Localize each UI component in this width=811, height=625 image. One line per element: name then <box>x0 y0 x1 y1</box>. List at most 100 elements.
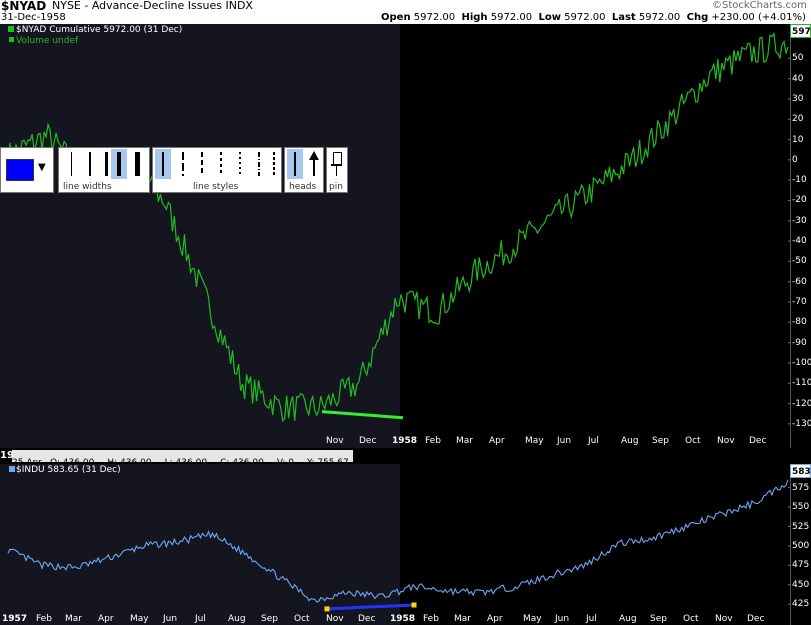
nyad-panel[interactable]: $NYAD Cumulative 5972.00 (31 Dec) Volume… <box>0 24 811 448</box>
panel-shade-2019 <box>0 24 400 448</box>
pin-label: pin <box>329 182 343 192</box>
line-style-dot[interactable] <box>239 152 241 176</box>
indu-legend: $INDU 583.65 (31 Dec) <box>16 465 121 475</box>
info-year-prefix: 19 <box>0 450 14 461</box>
trendline-handle[interactable] <box>324 606 330 612</box>
line-styles-label: line styles <box>193 182 239 192</box>
indu-panel[interactable]: $INDU 583.65 (31 Dec) 575 550 525 500 475 450… <box>0 464 811 625</box>
x-tick-label: Jul <box>586 614 597 624</box>
y-axis-top: 50 40 30 20 10 0 -10 -20 -30 -40 -50 -60 -70 -80 -90 -1… <box>790 24 811 448</box>
line-widths-label: line widths <box>63 182 112 192</box>
x-tick-label: Mar <box>65 614 82 624</box>
heads-label: heads <box>289 182 317 192</box>
nyad-chart-svg <box>7 31 790 425</box>
x-tick-label: Nov <box>717 436 735 446</box>
line-width-1[interactable] <box>71 152 72 176</box>
y-tick-label: 525 <box>792 521 810 532</box>
line-width-5[interactable] <box>135 152 140 176</box>
line-width-4[interactable] <box>117 152 121 176</box>
line-style-solid[interactable] <box>162 152 164 176</box>
y-tick-label: -100 <box>792 357 811 368</box>
symbol-description: NYSE - Advance-Decline Issues INDX <box>52 0 253 12</box>
heads-group[interactable]: heads <box>284 147 324 193</box>
x-tick-label: Apr <box>487 614 503 624</box>
low-label: Low <box>538 12 561 23</box>
crosshair-info-bar: 19 25 Apr O: 436.00 H: 436.00 L: 436.00 … <box>0 448 811 468</box>
y-tick-label: 550 <box>792 502 810 513</box>
y-tick-label: -90 <box>792 337 807 348</box>
y-tick-label: -60 <box>792 276 807 287</box>
indu-swatch <box>9 466 15 472</box>
pin-button[interactable]: pin <box>326 147 348 193</box>
trendline-handle[interactable] <box>411 602 417 608</box>
y-tick-label: 425 <box>792 599 810 610</box>
x-tick-label: Oct <box>294 614 310 624</box>
open-value: 5972.00 <box>413 12 456 23</box>
x-tick-label: Dec <box>358 614 376 624</box>
last-value-tag: 597 <box>790 24 811 38</box>
plot-border-bottom <box>0 464 791 625</box>
head-none[interactable] <box>294 152 296 176</box>
line-width-3[interactable] <box>105 152 108 176</box>
line-styles-group[interactable]: line styles <box>152 147 282 193</box>
x-tick-label: Aug <box>228 614 246 624</box>
nyad-line <box>7 31 789 423</box>
open-label: Open <box>381 12 411 23</box>
series-legend: $NYAD Cumulative 5972.00 (31 Dec) <box>16 25 183 35</box>
line-width-2[interactable] <box>89 152 91 176</box>
series-swatch <box>8 26 14 32</box>
x-tick-label: Jul <box>588 436 599 446</box>
y-tick-label: 10 <box>792 134 804 145</box>
x-axis-top: Nov Dec 1958 Feb Mar Apr May Jun Jul Aug Sep Oct Nov… <box>0 434 790 448</box>
arrow-up-icon[interactable] <box>313 158 315 176</box>
x-tick-label: Oct <box>685 436 701 446</box>
x-tick-label: Aug <box>621 436 639 446</box>
y-tick-label: 0 <box>792 154 798 165</box>
trendline-blue <box>326 603 415 611</box>
y-tick-label: 475 <box>792 560 810 571</box>
y-tick-label: 575 <box>792 482 810 493</box>
x-tick-label: Nov <box>326 614 344 624</box>
x-tick-label: Dec <box>747 614 765 624</box>
line-style-dash-short[interactable] <box>220 152 222 176</box>
line-style-dash-dot[interactable] <box>258 152 260 176</box>
x-tick-label: Dec <box>359 436 377 446</box>
info-high: H: 436.00 <box>107 458 152 468</box>
info-open: O: 436.00 <box>49 458 95 468</box>
indu-line <box>7 479 789 603</box>
y-tick-label: 40 <box>792 73 804 84</box>
color-picker[interactable]: ▼ <box>0 147 54 193</box>
y-tick-label: 50 <box>792 53 804 64</box>
y-axis-bottom: 575 550 525 500 475 450 425 <box>790 464 811 625</box>
x-tick-label: May <box>523 614 542 624</box>
info-date: 25 Apr <box>12 458 42 468</box>
header-date: 31-Dec-1958 <box>1 12 66 23</box>
y-tick-label: -120 <box>792 398 811 409</box>
line-style-fine[interactable] <box>273 152 275 176</box>
x-tick-label: Nov <box>326 436 344 446</box>
x-tick-label: Sep <box>650 614 667 624</box>
chg-value: +230.00 (+4.01%) <box>711 12 806 23</box>
x-tick-label: Feb <box>423 614 439 624</box>
low-value: 5972.00 <box>564 12 606 23</box>
x-tick-label: 1958 <box>392 436 418 446</box>
line-widths-group[interactable]: line widths <box>58 147 150 193</box>
x-tick-label: May <box>525 436 544 446</box>
x-tick-label: Oct <box>683 614 699 624</box>
x-tick-label: Mar <box>454 614 471 624</box>
last-label: Last <box>611 12 636 23</box>
y-tick-label: 500 <box>792 540 810 551</box>
x-tick-label: Aug <box>619 614 637 624</box>
x-tick-label: Mar <box>456 436 473 446</box>
symbol: $NYAD <box>1 0 47 13</box>
chart-header: $NYAD NYSE - Advance-Decline Issues INDX… <box>0 0 811 24</box>
line-style-dash-long[interactable] <box>182 152 184 176</box>
y-tick-label: -40 <box>792 236 807 247</box>
x-tick-label: Jun <box>557 436 572 446</box>
info-volume: V: 0 <box>276 458 294 468</box>
ohlc-readout: Open 5972.00 High 5972.00 Low 5972.00 La… <box>381 12 806 24</box>
line-style-dash[interactable] <box>201 152 203 176</box>
info-y: Y: 755.67 <box>307 458 349 468</box>
arrow-head-icon <box>309 151 319 160</box>
